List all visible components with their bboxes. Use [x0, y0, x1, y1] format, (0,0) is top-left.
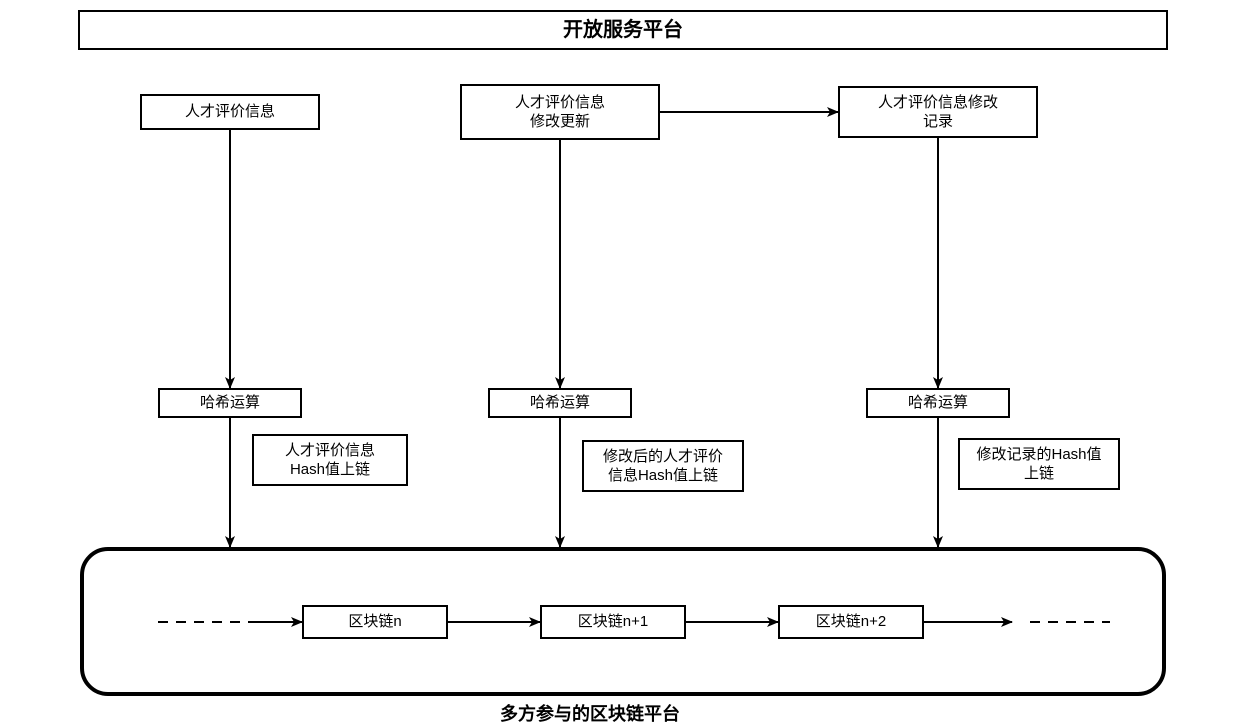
blockchain-platform-caption: 多方参与的区块链平台 [500, 700, 680, 726]
node-hash-3: 哈希运算 [866, 388, 1010, 418]
node-talent-eval-update: 人才评价信息修改更新 [460, 84, 660, 140]
node-talent-eval-info: 人才评价信息 [140, 94, 320, 130]
title-open-service-platform: 开放服务平台 [78, 10, 1168, 50]
node-block-n2: 区块链n+2 [778, 605, 924, 639]
node-hash-1: 哈希运算 [158, 388, 302, 418]
node-hash-2: 哈希运算 [488, 388, 632, 418]
label-hash-upload-2: 修改后的人才评价信息Hash值上链 [582, 440, 744, 492]
node-talent-eval-record: 人才评价信息修改记录 [838, 86, 1038, 138]
flowchart-root: 开放服务平台 人才评价信息 人才评价信息修改更新 人才评价信息修改记录 哈希运算… [0, 0, 1239, 728]
node-block-n1: 区块链n+1 [540, 605, 686, 639]
label-hash-upload-3: 修改记录的Hash值上链 [958, 438, 1120, 490]
node-block-n: 区块链n [302, 605, 448, 639]
label-hash-upload-1: 人才评价信息Hash值上链 [252, 434, 408, 486]
